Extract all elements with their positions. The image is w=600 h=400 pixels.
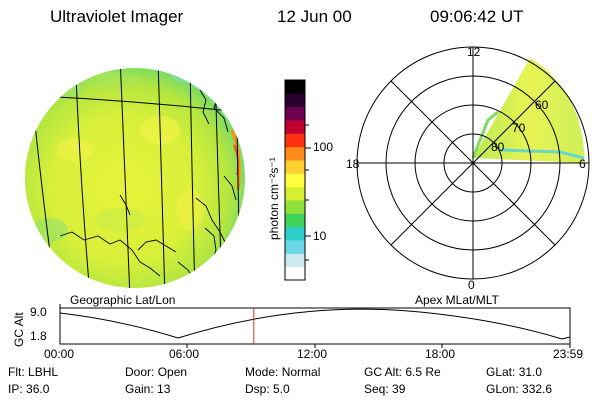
orbit-xtick-2359: 23:59 bbox=[553, 347, 584, 361]
colorbar-segment bbox=[285, 186, 305, 201]
polar-label-6: 6 bbox=[579, 157, 586, 171]
colorbar-segment bbox=[285, 80, 305, 94]
info-mode: Mode: Normal bbox=[245, 365, 321, 379]
info-dsp-value: 5.0 bbox=[273, 382, 290, 396]
orbit-xtick-0600: 06:00 bbox=[169, 347, 200, 361]
info-glat-value: 31.0 bbox=[518, 365, 543, 379]
polar-label-70: 70 bbox=[512, 121, 526, 135]
caption-geographic: Geographic Lat/Lon bbox=[70, 293, 176, 307]
polar-plot bbox=[356, 46, 590, 280]
colorbar-segment bbox=[285, 253, 305, 268]
info-door-value: Open bbox=[157, 365, 188, 379]
info-flt-value: LBHL bbox=[28, 365, 59, 379]
orbit-xtick-0000: 00:00 bbox=[44, 347, 75, 361]
colorbar bbox=[285, 80, 305, 281]
colorbar-segment bbox=[285, 93, 305, 108]
polar-label-18: 18 bbox=[346, 157, 360, 171]
polar-label-60: 60 bbox=[535, 98, 549, 112]
colorbar-unit-label: photon cm⁻²s⁻¹ bbox=[267, 157, 281, 240]
colorbar-segment bbox=[285, 213, 305, 228]
colorbar-tick-100: 100 bbox=[313, 140, 334, 154]
colorbar-segment bbox=[285, 160, 305, 174]
info-gcalt-value: 6.5 Re bbox=[405, 365, 441, 379]
info-glon-value: 332.6 bbox=[522, 382, 553, 396]
info-mode-value: Normal bbox=[281, 365, 321, 379]
colorbar-segment bbox=[285, 200, 305, 214]
colorbar-segment bbox=[285, 173, 305, 188]
orbit-ytick-1: 1.8 bbox=[30, 329, 47, 343]
info-glat: GLat: 31.0 bbox=[486, 365, 543, 379]
info-flt: Flt: LBHL bbox=[8, 365, 59, 379]
info-seq: Seq: 39 bbox=[364, 382, 406, 396]
earth-image bbox=[25, 68, 245, 288]
polar-label-12: 12 bbox=[467, 45, 481, 59]
info-ip-value: 36.0 bbox=[26, 382, 50, 396]
colorbar-segment bbox=[285, 226, 305, 241]
info-gain: Gain: 13 bbox=[125, 382, 171, 396]
colorbar-segment bbox=[285, 120, 305, 134]
time-label: 09:06:42 UT bbox=[430, 7, 524, 26]
caption-apex: Apex MLat/MLT bbox=[415, 293, 499, 307]
info-glon: GLon: 332.6 bbox=[486, 382, 553, 396]
colorbar-segment bbox=[285, 240, 305, 254]
colorbar-segment bbox=[285, 106, 305, 121]
orbit-ytick-9: 9.0 bbox=[30, 305, 47, 319]
orbit-ylabel: GC Alt bbox=[12, 312, 26, 347]
info-gcalt: GC Alt: 6.5 Re bbox=[364, 365, 441, 379]
date-label: 12 Jun 00 bbox=[277, 7, 352, 26]
orbit-plot bbox=[59, 304, 571, 348]
polar-label-0: 0 bbox=[468, 278, 475, 292]
colorbar-tick-10: 10 bbox=[313, 229, 327, 243]
instrument-title: Ultraviolet Imager bbox=[50, 7, 184, 26]
colorbar-segment bbox=[285, 266, 305, 281]
info-gain-value: 13 bbox=[157, 382, 171, 396]
colorbar-segment bbox=[285, 133, 305, 148]
orbit-xtick-1200: 12:00 bbox=[297, 347, 328, 361]
info-ip: IP: 36.0 bbox=[8, 382, 50, 396]
colorbar-segment bbox=[285, 146, 305, 161]
info-dsp: Dsp: 5.0 bbox=[245, 382, 290, 396]
aurora-wedge bbox=[473, 58, 585, 163]
polar-label-80: 80 bbox=[491, 140, 505, 154]
orbit-xtick-1800: 18:00 bbox=[425, 347, 456, 361]
info-door: Door: Open bbox=[125, 365, 188, 379]
info-seq-value: 39 bbox=[392, 382, 406, 396]
